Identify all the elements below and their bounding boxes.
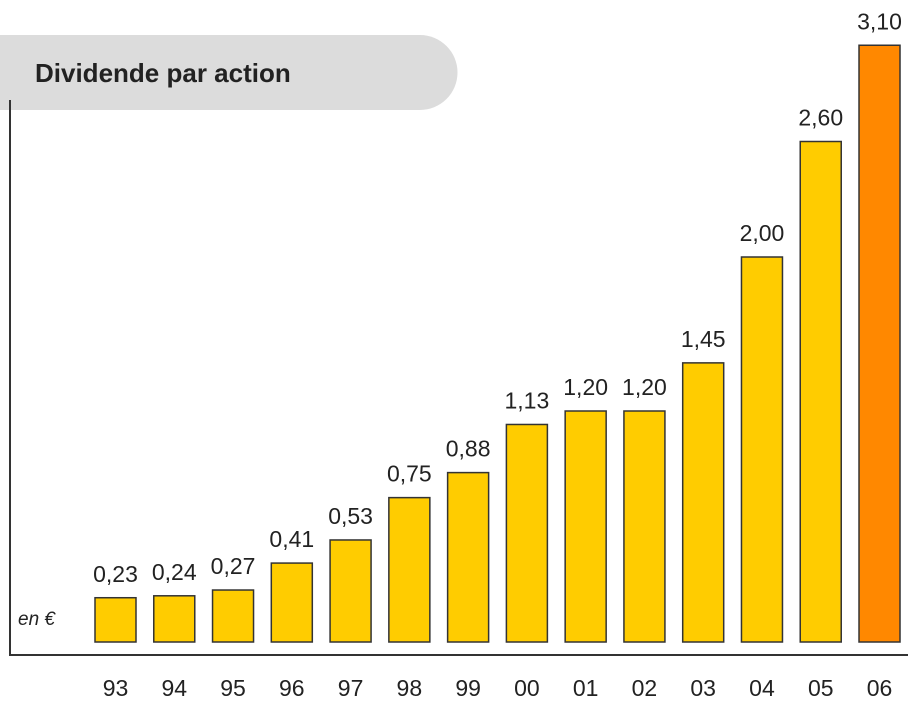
x-tick-label: 96	[279, 675, 305, 701]
bar	[153, 595, 196, 643]
x-tick-label: 06	[867, 675, 893, 701]
value-label: 2,60	[798, 105, 843, 131]
x-tick-label: 01	[573, 675, 599, 701]
title-background	[0, 35, 458, 110]
bar	[623, 410, 666, 643]
value-label: 3,10	[857, 8, 902, 34]
value-label: 2,00	[740, 220, 785, 246]
bar	[681, 362, 725, 643]
value-label: 0,27	[211, 553, 256, 579]
x-tick-label: 99	[455, 675, 481, 701]
value-label: 0,75	[387, 461, 432, 487]
value-label: 1,45	[681, 326, 726, 352]
value-label: 0,88	[446, 436, 491, 462]
unit-annotation: en €	[18, 609, 56, 630]
bar	[740, 256, 784, 643]
bar	[446, 471, 490, 643]
value-label: 0,24	[152, 559, 197, 585]
bar	[329, 539, 372, 643]
x-tick-label: 03	[690, 675, 716, 701]
bar	[388, 496, 431, 643]
bar	[505, 423, 549, 643]
chart-title: Dividende par action	[35, 58, 291, 88]
x-tick-label: 04	[749, 675, 775, 701]
bar	[858, 44, 901, 643]
value-label: 1,13	[505, 388, 550, 414]
x-tick-label: 93	[103, 675, 129, 701]
x-tick-label: 98	[397, 675, 423, 701]
x-tick-label: 94	[161, 675, 187, 701]
x-tick-label: 02	[632, 675, 658, 701]
bar	[211, 589, 255, 643]
value-label: 0,23	[93, 561, 138, 587]
x-tick-label: 95	[220, 675, 246, 701]
value-label: 1,20	[563, 374, 608, 400]
x-tick-label: 05	[808, 675, 834, 701]
bar	[94, 596, 137, 643]
x-tick-label: 00	[514, 675, 540, 701]
value-label: 0,41	[269, 526, 314, 552]
x-tick-label: 97	[338, 675, 364, 701]
bar	[564, 410, 607, 643]
value-label: 1,20	[622, 374, 667, 400]
bar	[799, 140, 842, 643]
value-label: 0,53	[328, 503, 373, 529]
bar	[270, 562, 314, 643]
